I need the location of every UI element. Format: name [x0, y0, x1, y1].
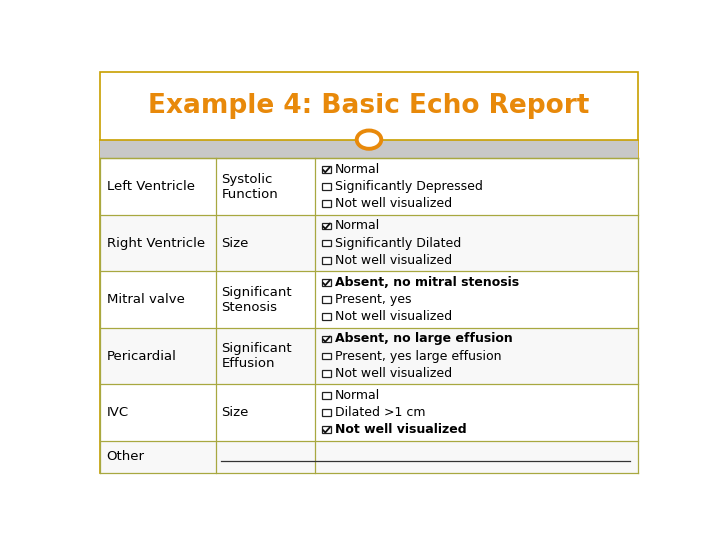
Text: Significantly Depressed: Significantly Depressed	[335, 180, 482, 193]
Text: Size: Size	[221, 406, 248, 419]
Bar	[322, 427, 330, 433]
Text: Systolic
Function: Systolic Function	[221, 173, 278, 200]
Bar	[322, 240, 330, 246]
Text: Present, yes large effusion: Present, yes large effusion	[335, 349, 501, 362]
Bar	[322, 296, 330, 303]
Text: Significant
Effusion: Significant Effusion	[221, 342, 292, 370]
Text: Mitral valve: Mitral valve	[107, 293, 184, 306]
Bar	[322, 257, 330, 264]
Bar	[322, 200, 330, 207]
Text: Size: Size	[221, 237, 248, 249]
Text: Not well visualized: Not well visualized	[335, 197, 452, 210]
Bar	[322, 313, 330, 320]
Text: Left Ventricle: Left Ventricle	[107, 180, 194, 193]
Text: Not well visualized: Not well visualized	[335, 423, 467, 436]
Bar	[100, 158, 638, 215]
Text: Significantly Dilated: Significantly Dilated	[335, 237, 461, 249]
Text: Example 4: Basic Echo Report: Example 4: Basic Echo Report	[148, 93, 590, 119]
Bar	[100, 328, 638, 384]
Text: Absent, no large effusion: Absent, no large effusion	[335, 333, 513, 346]
Bar	[100, 140, 638, 158]
Bar	[322, 370, 330, 376]
Bar	[322, 409, 330, 416]
Text: Right Ventricle: Right Ventricle	[107, 237, 205, 249]
Text: Not well visualized: Not well visualized	[335, 310, 452, 323]
Bar	[100, 384, 638, 441]
Bar	[322, 222, 330, 230]
Bar	[322, 353, 330, 360]
Bar	[322, 166, 330, 173]
Bar	[322, 279, 330, 286]
Text: Other: Other	[107, 450, 145, 463]
Text: Normal: Normal	[335, 389, 380, 402]
Text: Not well visualized: Not well visualized	[335, 254, 452, 267]
Bar	[100, 215, 638, 271]
Text: Dilated >1 cm: Dilated >1 cm	[335, 406, 426, 419]
Text: Normal: Normal	[335, 163, 380, 176]
Text: Normal: Normal	[335, 219, 380, 233]
Text: Absent, no mitral stenosis: Absent, no mitral stenosis	[335, 276, 519, 289]
Text: Significant
Stenosis: Significant Stenosis	[221, 286, 292, 314]
Bar	[100, 441, 638, 473]
Bar	[100, 271, 638, 328]
Text: Present, yes: Present, yes	[335, 293, 411, 306]
Bar	[322, 336, 330, 342]
Text: IVC: IVC	[107, 406, 129, 419]
Bar	[322, 183, 330, 190]
Text: Not well visualized: Not well visualized	[335, 367, 452, 380]
Text: Pericardial: Pericardial	[107, 349, 176, 362]
Bar	[322, 392, 330, 399]
Circle shape	[356, 131, 382, 149]
